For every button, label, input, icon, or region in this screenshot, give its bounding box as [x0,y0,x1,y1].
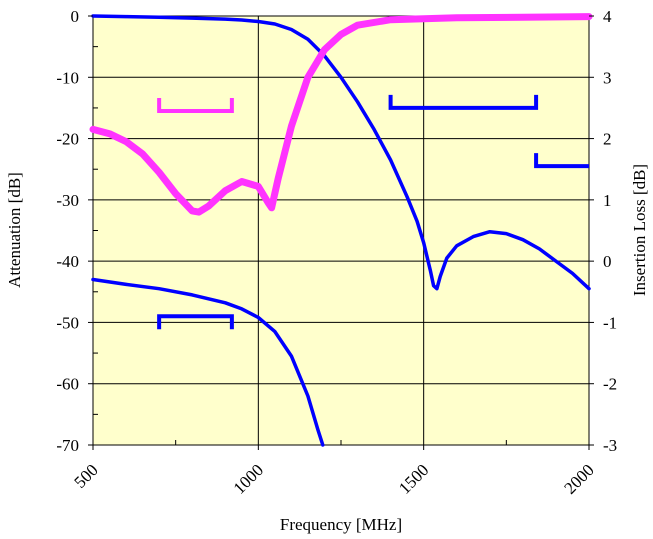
y-right-tick-label: 1 [603,191,612,210]
y-axis-left-title: Attenuation [dB] [5,172,24,288]
y-left-tick-label: 0 [71,7,80,26]
spec-bracket-1 [157,97,234,113]
y-right-tick-label: -2 [603,375,617,394]
y-left-tick-label: -10 [56,68,79,87]
y-right-tick-label: -1 [603,313,617,332]
series-line-2 [89,13,593,216]
plot-area [92,15,590,446]
x-axis-title: Frequency [MHz] [280,515,402,534]
x-tick-label: 1500 [395,460,432,497]
grid [93,16,589,445]
series-line-3 [91,277,325,447]
y-right-tick-label: 2 [603,130,612,149]
y-left-tick-label: -40 [56,252,79,271]
series-line-1 [91,14,591,291]
series-group [89,13,593,447]
x-tick-label: 2000 [560,460,597,497]
x-tick-label: 1000 [230,460,267,497]
annotation-group [157,94,589,330]
y-left-tick-label: -20 [56,130,79,149]
y-left-tick-label: -30 [56,191,79,210]
y-left-tick-label: -50 [56,313,79,332]
y-right-tick-label: 0 [603,252,612,271]
spec-bracket-3 [534,153,589,169]
spec-bracket-2 [388,94,539,110]
tick-group [88,15,594,450]
spec-bracket-4 [157,314,234,330]
y-right-tick-label: 4 [603,7,612,26]
y-right-tick-label: 3 [603,68,612,87]
y-left-tick-label: -60 [56,375,79,394]
y-right-tick-label: -3 [603,436,617,455]
x-tick-label: 500 [70,460,101,491]
y-axis-right-title: Insertion Loss [dB] [630,164,649,296]
y-left-tick-label: -70 [56,436,79,455]
